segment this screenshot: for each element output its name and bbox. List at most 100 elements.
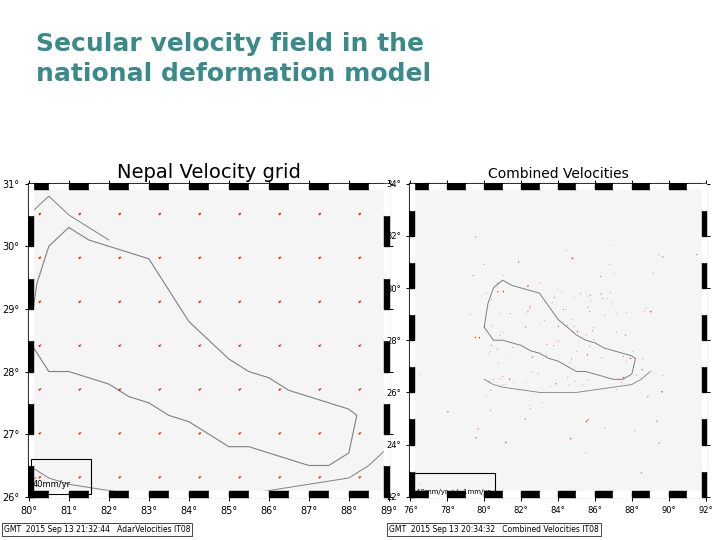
Bar [229,491,249,497]
Bar [29,215,33,246]
Bar [348,184,369,189]
Bar [369,491,389,497]
Bar [702,288,706,314]
Bar [702,418,706,444]
Bar [410,491,429,497]
Bar [269,491,289,497]
Bar [29,246,33,278]
Title: Combined Velocities: Combined Velocities [487,167,629,181]
Bar [410,444,414,471]
Bar [384,184,389,215]
Bar [49,491,69,497]
Bar [410,340,414,366]
Bar [410,471,414,497]
Bar [289,184,309,189]
Bar [149,184,168,189]
Bar [410,314,414,340]
Bar [669,491,687,497]
Bar [384,372,389,403]
Bar [29,340,33,372]
Bar [369,184,389,189]
Bar [632,184,650,189]
Bar [484,184,503,189]
Bar [69,184,89,189]
Text: GMT  2015 Sep 13 20:34:32   Combined Velocities IT08: GMT 2015 Sep 13 20:34:32 Combined Veloci… [389,525,598,534]
Bar [595,184,613,189]
Bar [702,314,706,340]
Bar [410,418,414,444]
Bar [410,262,414,288]
Bar [447,184,466,189]
Bar [29,184,33,215]
Bar [29,278,33,309]
Bar [410,184,429,189]
Bar [539,491,558,497]
Bar [521,184,539,189]
Bar [650,184,669,189]
Bar [329,491,348,497]
Bar [289,491,309,497]
Bar [702,471,706,497]
Bar [613,491,632,497]
Bar [466,184,484,189]
Bar [410,393,414,418]
Bar [702,444,706,471]
Bar [249,184,269,189]
Bar [209,184,229,189]
Bar [29,309,33,340]
Bar [702,340,706,366]
Bar [702,366,706,393]
Bar [149,491,168,497]
Bar [702,236,706,262]
Bar [29,434,33,465]
Bar [613,184,632,189]
Bar [189,491,209,497]
Bar [109,184,129,189]
Bar [309,491,329,497]
Bar [595,491,613,497]
Bar [669,184,687,189]
Bar [69,491,89,497]
Bar [31,459,91,494]
Bar [503,184,521,189]
Bar [384,309,389,340]
Bar [229,184,249,189]
Bar [384,278,389,309]
Bar [384,403,389,434]
Text: 40mm/yr +/- 1mm/yr: 40mm/yr +/- 1mm/yr [416,489,490,495]
Bar [29,403,33,434]
Bar [410,236,414,262]
Bar [129,491,149,497]
Bar [447,491,466,497]
Bar [29,372,33,403]
Bar [410,210,414,236]
Bar [539,184,558,189]
Title: Nepal Velocity grid: Nepal Velocity grid [117,163,301,182]
Bar [384,246,389,278]
Bar [29,184,49,189]
Bar [577,184,595,189]
Bar [558,491,577,497]
Bar [702,210,706,236]
Bar [168,491,189,497]
Bar [429,491,447,497]
Bar [89,184,109,189]
Bar [558,184,577,189]
Bar [129,184,149,189]
Bar [109,491,129,497]
Bar [687,491,706,497]
Bar [413,473,495,504]
Text: 40mm/yr: 40mm/yr [33,481,71,489]
Bar [89,491,109,497]
Bar [702,393,706,418]
Bar [702,184,706,210]
Bar [329,184,348,189]
Bar [484,491,503,497]
Bar [429,184,447,189]
Bar [189,184,209,189]
Bar [29,491,49,497]
Bar [384,340,389,372]
Bar [577,491,595,497]
Bar [503,491,521,497]
Bar [466,491,484,497]
